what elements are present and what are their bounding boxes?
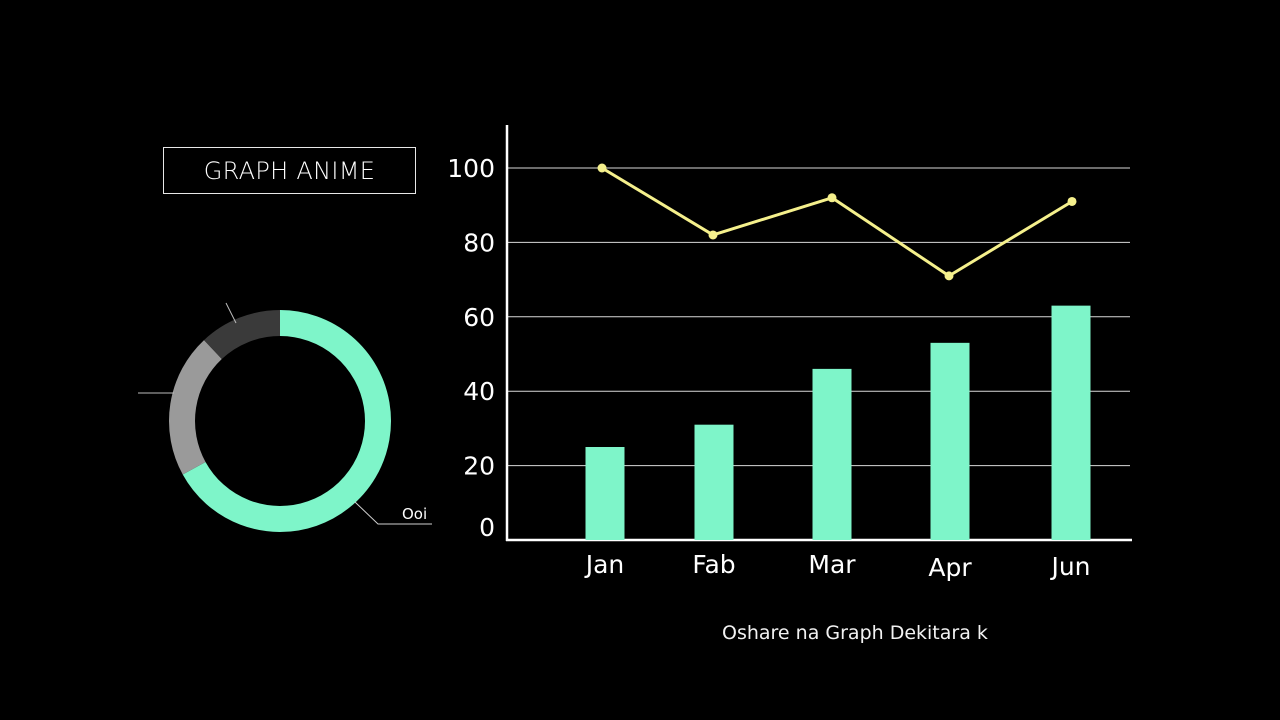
bar-fab — [694, 424, 734, 540]
donut-slice-grey — [169, 340, 223, 475]
donut-chart: Ooi — [138, 302, 432, 532]
y-tick-label: 40 — [463, 377, 495, 406]
chart-title: GRAPH ANIME — [203, 156, 376, 185]
line-point — [597, 163, 607, 173]
x-tick-label: Jun — [1049, 552, 1090, 581]
bar-line-chart: 0 20 40 60 80 100 Jan Fab Mar Apr Jun — [447, 125, 1132, 582]
x-tick-label: Apr — [928, 553, 972, 582]
leader-line — [225, 302, 237, 324]
bar-jun — [1051, 305, 1091, 540]
x-tick-label: Jan — [584, 550, 625, 579]
y-tick-label: 60 — [463, 303, 495, 332]
line-point — [944, 271, 954, 281]
line-point — [827, 193, 837, 203]
line-series — [601, 166, 1073, 278]
y-tick-label: 80 — [463, 228, 495, 257]
donut-label: Ooi — [402, 505, 427, 523]
leader-line — [354, 501, 432, 525]
x-tick-label: Fab — [692, 550, 735, 579]
donut-slice-ooi — [182, 310, 391, 532]
x-tick-label: Mar — [808, 550, 856, 579]
y-tick-label: 100 — [447, 154, 495, 183]
y-tick-label: 0 — [479, 513, 495, 542]
line-point — [1067, 196, 1077, 206]
bar-jan — [585, 447, 625, 540]
line-point — [708, 230, 718, 240]
y-tick-label: 20 — [463, 452, 495, 481]
bar-mar — [812, 368, 852, 540]
chart-caption: Oshare na Graph Dekitara k — [722, 622, 988, 644]
donut-slice-dark — [204, 310, 281, 360]
bar-apr — [930, 342, 970, 540]
chart-title-box: GRAPH ANIME — [163, 147, 416, 194]
